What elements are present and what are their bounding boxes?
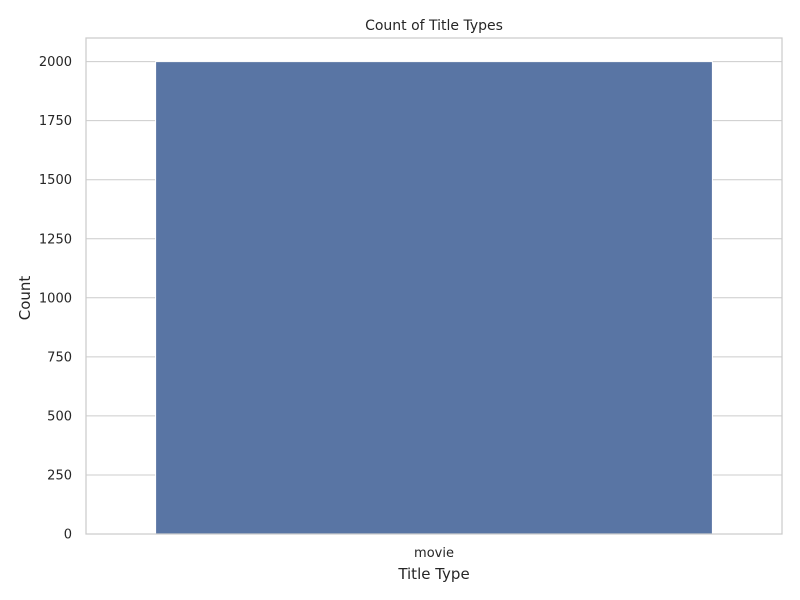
plot-frame (85, 37, 783, 535)
x-axis-label: Title Type (397, 565, 469, 583)
y-tick-label: 2000 (39, 55, 72, 70)
y-tick-label: 750 (47, 350, 72, 365)
chart-title: Count of Title Types (365, 18, 503, 34)
y-tick-label: 250 (47, 468, 72, 483)
bars (155, 61, 713, 535)
x-tick-label: movie (414, 546, 454, 561)
bar-movie (155, 61, 713, 535)
y-tick-label: 1250 (39, 232, 72, 247)
x-tick-labels: movie (414, 546, 454, 561)
y-tick-label: 500 (47, 409, 72, 424)
y-tick-labels: 0 250 500 750 1000 1250 1500 1750 2000 (39, 55, 72, 542)
y-tick-label: 0 (64, 528, 72, 543)
y-tick-label: 1500 (39, 173, 72, 188)
y-tick-label: 1750 (39, 114, 72, 129)
y-tick-label: 1000 (39, 291, 72, 306)
y-axis-label: Count (16, 276, 34, 321)
